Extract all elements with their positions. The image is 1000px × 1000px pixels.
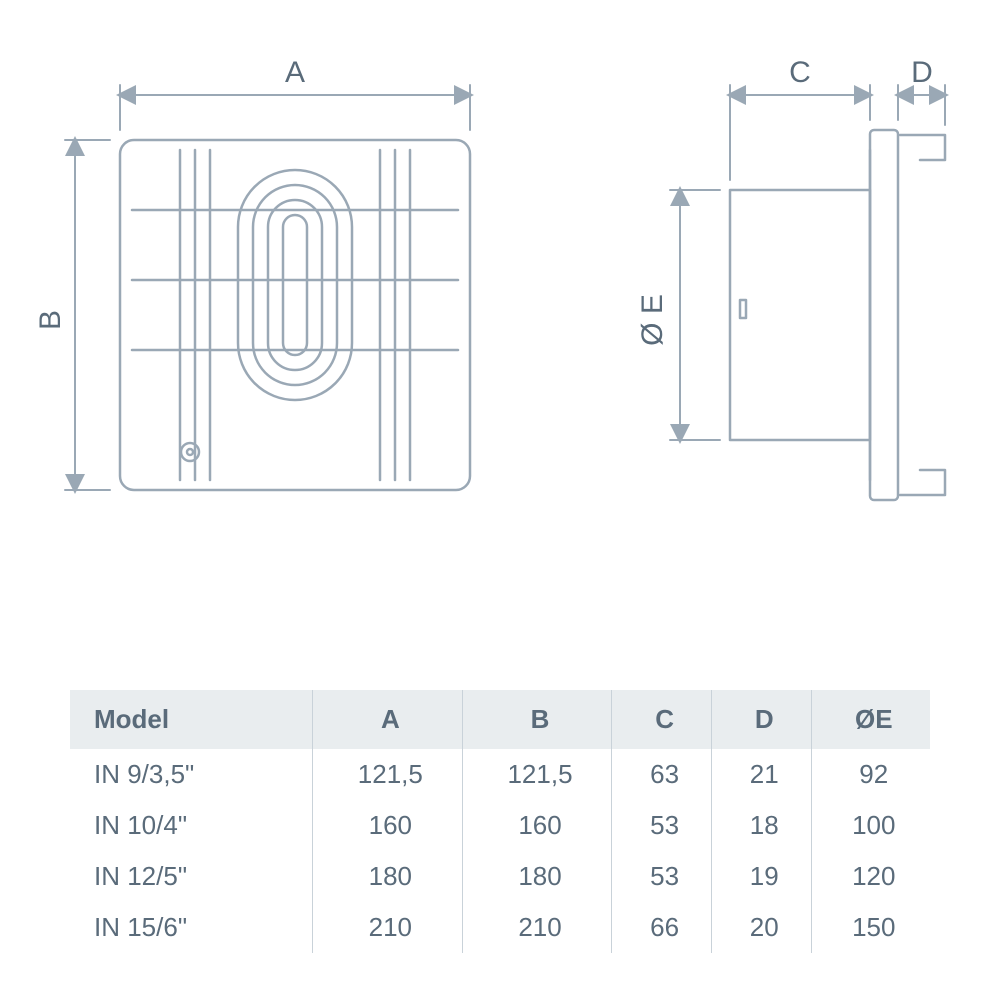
col-a: A [313,690,463,749]
side-view [730,130,945,500]
cell-model: IN 12/5" [70,851,313,902]
table-row: IN 15/6" 210 210 66 20 150 [70,902,930,953]
col-d: D [711,690,811,749]
label-e: Ø E [636,294,669,346]
dimensions-table: Model A B C D ØE IN 9/3,5" 121,5 121,5 6… [70,690,930,953]
col-model: Model [70,690,313,749]
label-b: B [34,310,67,330]
label-d: D [911,56,933,89]
front-view [120,140,470,490]
col-e: ØE [811,690,930,749]
table-header-row: Model A B C D ØE [70,690,930,749]
col-c: C [612,690,712,749]
dimensions [65,85,945,490]
table-row: IN 10/4" 160 160 53 18 100 [70,800,930,851]
col-b: B [462,690,612,749]
label-c: C [789,56,811,89]
cell-model: IN 9/3,5" [70,749,313,800]
dimension-labels: A B C D Ø E [34,56,933,346]
label-a: A [285,56,305,89]
cell-model: IN 10/4" [70,800,313,851]
technical-drawing: A B C D Ø E [0,0,1000,600]
cell-model: IN 15/6" [70,902,313,953]
table-row: IN 9/3,5" 121,5 121,5 63 21 92 [70,749,930,800]
table-row: IN 12/5" 180 180 53 19 120 [70,851,930,902]
